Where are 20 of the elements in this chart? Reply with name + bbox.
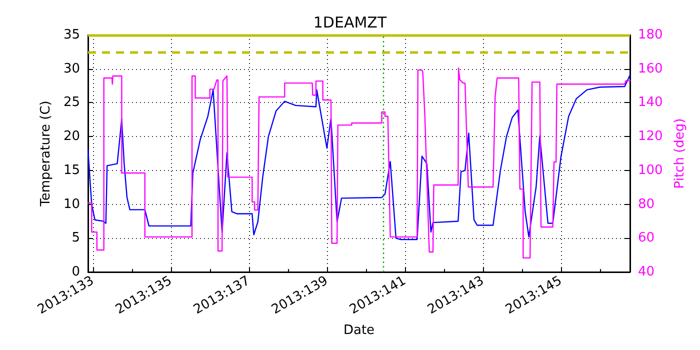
y-axis-title: Temperature (C) (38, 100, 54, 208)
x-axis-title: Date (343, 323, 375, 338)
y-tick-label: 15 (63, 162, 80, 178)
y2-tick-label: 80 (638, 196, 655, 212)
y2-tick-label: 60 (638, 230, 655, 246)
y-tick-label: 5 (72, 230, 80, 246)
y-tick-label: 25 (63, 95, 80, 110)
y-tick-label: 30 (63, 61, 80, 76)
y2-tick-label: 180 (638, 28, 663, 42)
y2-tick-label: 120 (638, 129, 663, 144)
y-tick-label: 0 (72, 264, 80, 280)
chart-title: 1DEAMZT (313, 14, 388, 32)
y-tick-label: 20 (63, 129, 80, 144)
y2-axis-title: Pitch (deg) (672, 118, 688, 189)
y-tick-label: 10 (63, 196, 80, 212)
y-tick-label: 35 (63, 28, 80, 42)
y2-tick-label: 160 (638, 61, 663, 76)
y2-tick-label: 140 (638, 95, 663, 110)
y2-tick-label: 40 (638, 264, 655, 280)
y2-tick-label: 100 (638, 162, 663, 178)
